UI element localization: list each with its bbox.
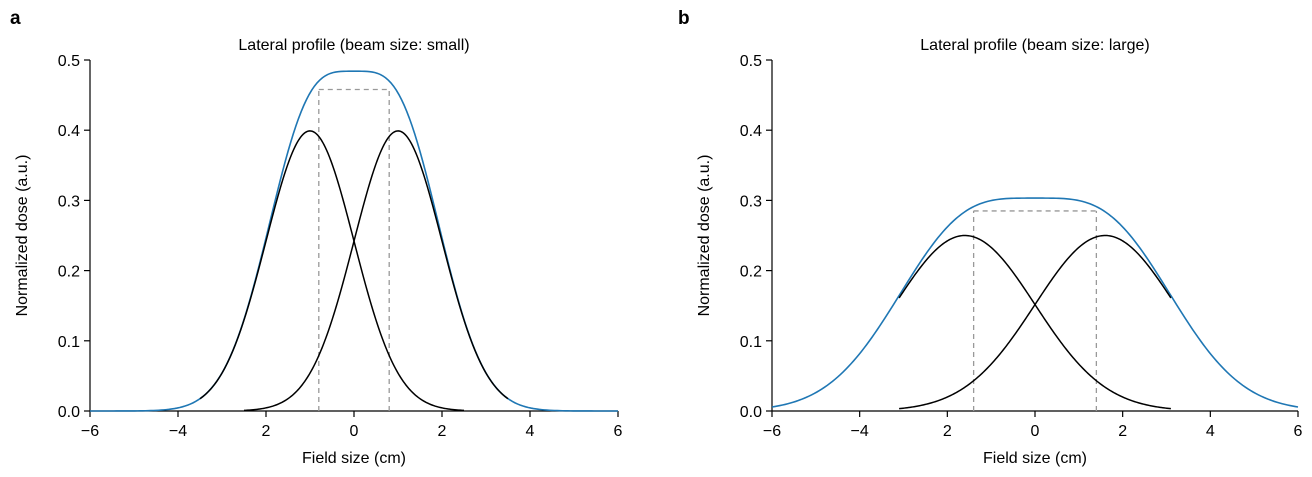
y-tick-label: 0.5 bbox=[740, 53, 762, 70]
y-tick-label: 0.4 bbox=[740, 123, 762, 140]
y-tick-label: 0.5 bbox=[58, 53, 80, 70]
y-tick-label: 0.2 bbox=[740, 264, 762, 281]
x-axis-label: Field size (cm) bbox=[983, 450, 1087, 467]
x-tick-label: 2 bbox=[262, 423, 271, 440]
y-tick-label: 0.4 bbox=[58, 123, 80, 140]
x-tick-label: 0 bbox=[1031, 423, 1040, 440]
x-tick-label: 0 bbox=[350, 423, 359, 440]
y-axis-label: Normalized dose (a.u.) bbox=[14, 155, 31, 317]
y-tick-label: 0.2 bbox=[58, 264, 80, 281]
y-tick-label: 0.1 bbox=[740, 334, 762, 351]
panel-label-b: b bbox=[678, 8, 690, 29]
x-tick-label: 2 bbox=[943, 423, 952, 440]
x-tick-label: −4 bbox=[169, 423, 187, 440]
x-tick-label: 2 bbox=[438, 423, 447, 440]
x-tick-label: −4 bbox=[851, 423, 869, 440]
total-profile-line bbox=[90, 70, 618, 412]
x-tick-label: −6 bbox=[81, 423, 99, 440]
panel-label-a: a bbox=[10, 8, 21, 29]
y-axis-label: Normalized dose (a.u.) bbox=[696, 155, 713, 317]
x-tick-label: 4 bbox=[526, 423, 535, 440]
chart-panel-a: a −6 −4 2 0 2 4 6 0.0 0.1 0.2 0.3 0.4 0.5 Lateral pro… bbox=[10, 8, 623, 467]
chart-a-svg: −6 −4 2 0 2 4 6 0.0 0.1 0.2 0.3 0.4 0.5 Lateral profi… bbox=[14, 37, 623, 467]
total-profile-line bbox=[771, 197, 1299, 408]
component-beam-line bbox=[899, 234, 1172, 410]
y-tick-label: 0.1 bbox=[58, 334, 80, 351]
x-tick-label: 2 bbox=[1118, 423, 1127, 440]
chart-title: Lateral profile (beam size: small) bbox=[238, 37, 469, 54]
x-tick-label: 6 bbox=[614, 423, 623, 440]
x-tick-label: 6 bbox=[1294, 423, 1303, 440]
x-axis-label: Field size (cm) bbox=[302, 450, 406, 467]
chart-b-svg: −6 −4 2 0 2 4 6 0.0 0.1 0.2 0.3 0.4 0.5 Lateral profi… bbox=[696, 37, 1303, 467]
component-beam-line bbox=[243, 130, 509, 412]
y-tick-label: 0.0 bbox=[58, 404, 80, 421]
chart-title: Lateral profile (beam size: large) bbox=[920, 37, 1149, 54]
y-tick-label: 0.3 bbox=[58, 193, 80, 210]
x-tick-label: −6 bbox=[763, 423, 781, 440]
chart-panel-b: b −6 −4 2 0 2 4 6 0.0 0.1 0.2 0.3 0.4 0.5 Lateral pro… bbox=[656, 0, 1312, 477]
y-tick-label: 0.3 bbox=[740, 193, 762, 210]
component-beam-line bbox=[898, 234, 1171, 410]
y-tick-label: 0.0 bbox=[740, 404, 762, 421]
x-tick-label: 4 bbox=[1206, 423, 1215, 440]
component-beam-line bbox=[199, 130, 465, 412]
